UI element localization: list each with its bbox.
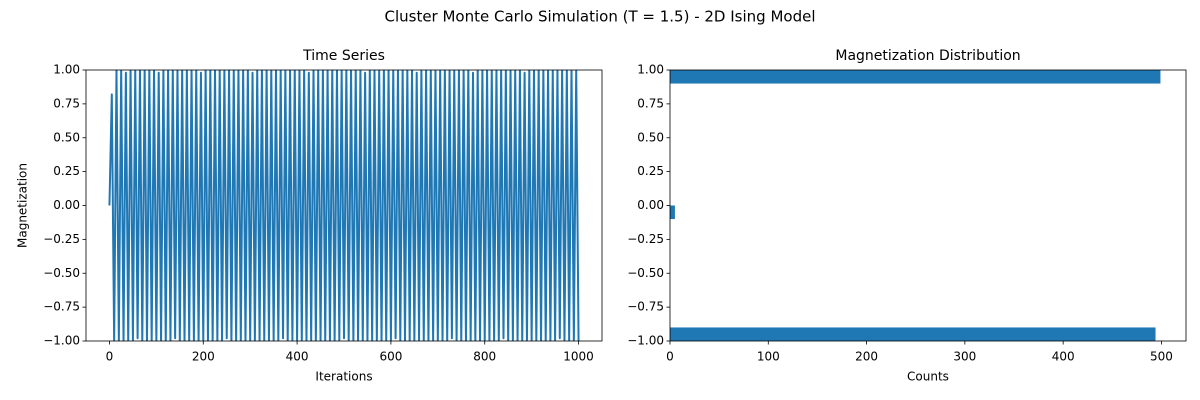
x-tick-label: 500 <box>1150 350 1173 364</box>
x-tick-label: 300 <box>953 350 976 364</box>
x-tick-label: 200 <box>192 350 215 364</box>
plot-area <box>670 70 1161 341</box>
y-tick-label: 0.75 <box>637 96 664 110</box>
y-tick-label: −0.75 <box>43 300 80 314</box>
x-tick-label: 0 <box>666 350 674 364</box>
y-tick-label: −1.00 <box>627 334 664 348</box>
x-axis-label: Counts <box>907 370 949 384</box>
y-tick-label: −0.50 <box>43 266 80 280</box>
y-tick-label: 0.00 <box>637 198 664 212</box>
x-tick-label: 400 <box>286 350 309 364</box>
plot-area <box>108 70 580 341</box>
x-tick-label: 100 <box>757 350 780 364</box>
x-axis-label: Iterations <box>315 370 372 384</box>
y-tick-label: −0.75 <box>627 300 664 314</box>
y-tick-label: 0.25 <box>53 164 80 178</box>
x-tick-label: 400 <box>1052 350 1075 364</box>
y-tick-label: 0.50 <box>53 130 80 144</box>
y-tick-label: 0.25 <box>637 164 664 178</box>
data-line <box>108 70 580 341</box>
histogram-bar <box>670 205 675 220</box>
y-tick-label: 1.00 <box>637 63 664 77</box>
y-axis-label: Magnetization <box>16 163 30 248</box>
y-tick-label: −0.25 <box>627 232 664 246</box>
x-tick-label: 600 <box>379 350 402 364</box>
y-tick-label: 1.00 <box>53 63 80 77</box>
axes-title: Magnetization Distribution <box>835 48 1020 64</box>
y-tick-label: −0.50 <box>627 266 664 280</box>
x-tick-label: 1000 <box>563 350 594 364</box>
y-tick-label: 0.00 <box>53 198 80 212</box>
axes-title: Time Series <box>302 48 385 64</box>
x-tick-label: 800 <box>473 350 496 364</box>
x-tick-label: 0 <box>106 350 114 364</box>
y-tick-label: 0.75 <box>53 96 80 110</box>
x-tick-label: 200 <box>855 350 878 364</box>
figure-title: Cluster Monte Carlo Simulation (T = 1.5)… <box>384 8 815 26</box>
histogram-bar <box>670 327 1156 341</box>
axes-frame <box>669 69 1187 342</box>
y-tick-label: 0.50 <box>637 130 664 144</box>
y-tick-label: −0.25 <box>43 232 80 246</box>
y-tick-label: −1.00 <box>43 334 80 348</box>
histogram-bar <box>670 70 1161 84</box>
